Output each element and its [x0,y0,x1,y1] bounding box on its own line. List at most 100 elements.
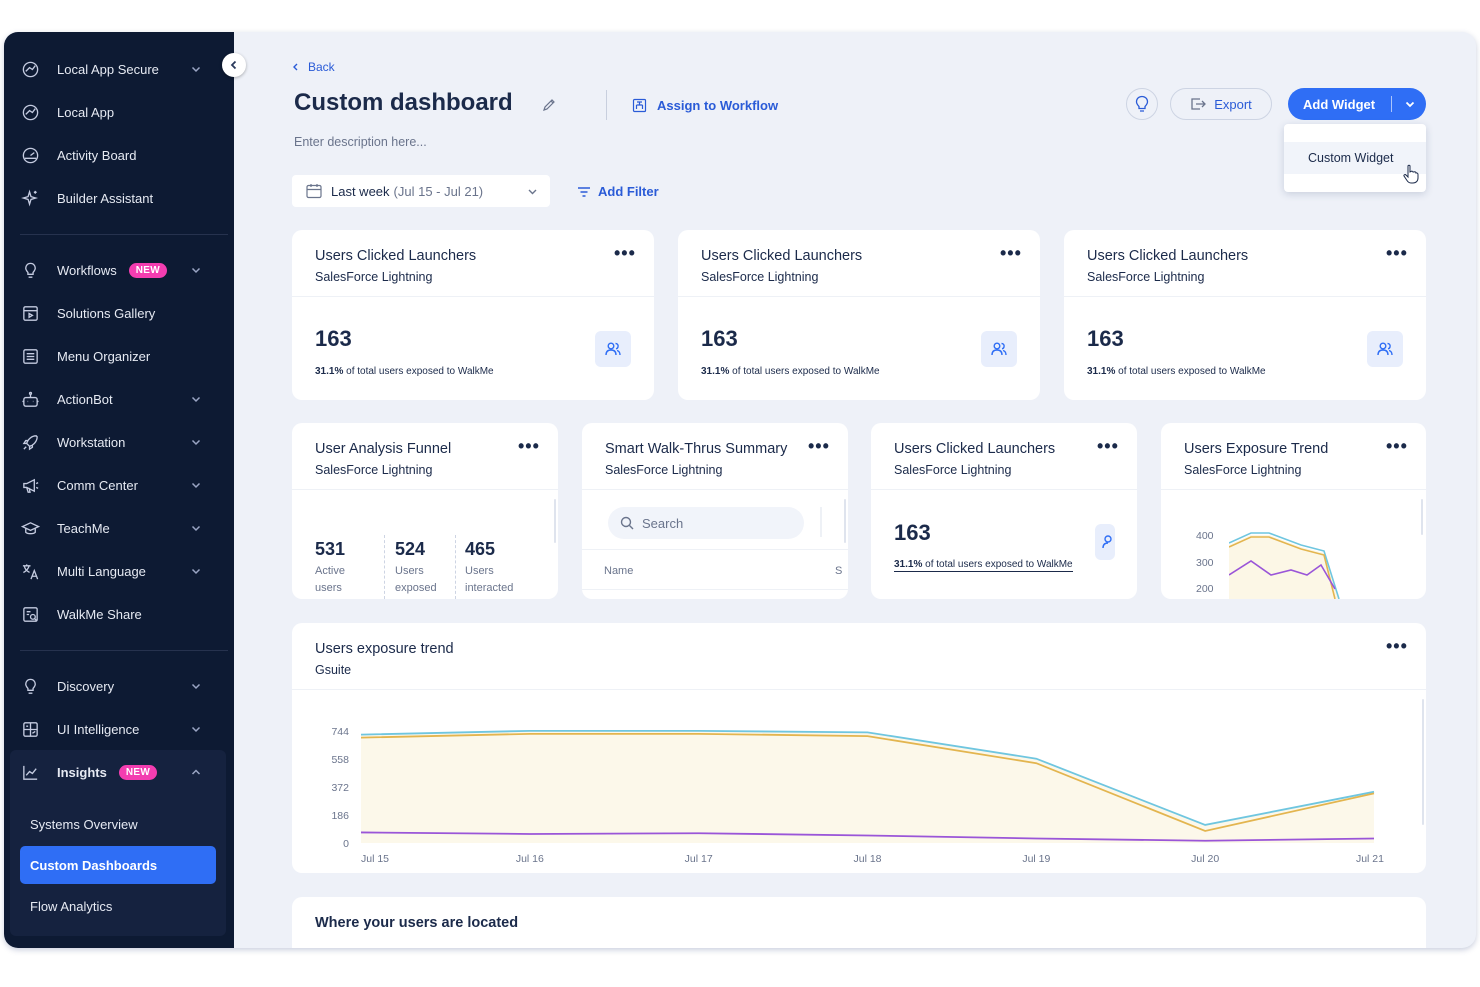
add-widget-label: Add Widget [1303,96,1376,112]
more-options-icon[interactable]: ••• [1097,436,1119,456]
sidebar-item-walkme-share[interactable]: WalkMe Share [4,595,234,633]
scrollbar[interactable] [1421,499,1423,535]
sidebar-item-label: Activity Board [57,147,137,163]
date-range-select[interactable]: Last week (Jul 15 - Jul 21) [292,175,550,207]
funnel-label: Users interacted [465,565,514,594]
sidebar-item-label: Comm Center [57,477,138,493]
scrollbar[interactable] [1422,699,1424,825]
card-subtitle: SalesForce Lightning [1184,463,1302,477]
sidebar-item-actionbot[interactable]: ActionBot [4,380,234,418]
y-tick-label: 0 [343,838,349,850]
sidebar-item-local-app-secure[interactable]: Local App Secure [4,50,234,88]
sidebar-item-label: Builder Assistant [57,190,154,206]
sidebar-item-label: Discovery [57,678,115,694]
more-options-icon[interactable]: ••• [1386,436,1408,456]
sidebar-item-teachme[interactable]: TeachMe [4,509,234,547]
x-tick-label: Jul 17 [685,853,713,865]
collapse-sidebar-button[interactable] [222,53,246,77]
mini-series-line [1229,532,1340,599]
more-options-icon[interactable]: ••• [614,243,636,263]
scrollbar[interactable] [554,499,556,543]
users-icon [595,331,631,367]
add-widget-button[interactable]: Add Widget [1288,88,1426,120]
more-options-icon[interactable]: ••• [808,436,830,456]
sidebar-item-workflows[interactable]: Workflows NEW [4,251,234,289]
new-badge: NEW [118,764,158,780]
sidebar-item-label: Menu Organizer [57,348,151,364]
sidebar-item-menu-organizer[interactable]: Menu Organizer [4,337,234,375]
series-line [360,831,1375,842]
card-title: Users Clicked Launchers [1087,248,1249,264]
sidebar-item-builder-assistant[interactable]: Builder Assistant [4,179,234,217]
more-options-icon[interactable]: ••• [1386,243,1408,263]
sidebar-item-solutions-gallery[interactable]: Solutions Gallery [4,294,234,332]
sparkle-icon [20,188,40,208]
metric-value: 163 [701,326,738,351]
chevron-down-icon[interactable] [190,522,202,534]
metric-note: 31.1% of total users exposed to WalkMe [894,559,1073,572]
chevron-down-icon[interactable] [190,63,202,75]
sidebar-item-discovery[interactable]: Discovery [4,667,234,705]
sidebar-item-comm-center[interactable]: Comm Center [4,466,234,504]
scrollbar[interactable] [844,499,846,543]
sidebar-item-activity-board[interactable]: Activity Board [4,136,234,174]
funnel-value: 524 [395,539,426,559]
assign-to-workflow-button[interactable]: Assign to Workflow [632,98,778,113]
sidebar-item-insights[interactable]: Insights NEW [4,753,234,791]
filter-icon [578,186,590,197]
more-options-icon[interactable]: ••• [518,436,540,456]
mini-trend-chart [1229,532,1340,599]
chevron-down-icon[interactable] [190,393,202,405]
edit-pencil-icon[interactable] [542,98,556,112]
add-filter-label: Add Filter [598,184,659,199]
sidebar-divider [20,650,228,651]
bot-icon [20,389,40,409]
add-widget-dropdown: Custom Widget [1284,124,1426,192]
chevron-down-icon[interactable] [190,264,202,276]
card-title: Users Clicked Launchers [701,248,863,264]
ui-grid-icon [20,719,40,739]
search-input[interactable]: Search [608,507,804,539]
more-options-icon[interactable]: ••• [1386,636,1408,656]
users-icon [1095,524,1115,560]
funnel-value: 531 [315,539,346,559]
sidebar-item-ui-intelligence[interactable]: UI Intelligence [4,710,234,748]
translate-icon [20,561,40,581]
chevron-down-icon[interactable] [190,565,202,577]
submenu-item-custom-dashboards[interactable]: Custom Dashboards [20,846,216,884]
card-title: User Analysis Funnel [315,441,452,457]
back-link[interactable]: Back [292,60,335,74]
more-options-icon[interactable]: ••• [1000,243,1022,263]
tips-button[interactable] [1126,88,1158,120]
new-badge: NEW [128,262,167,278]
users-clicked-launchers-card: Users Clicked Launchers SalesForce Lightn… [292,230,654,400]
smart-walkthrus-summary-card: Smart Walk-Thrus Summary SalesForce Ligh… [582,423,848,599]
submenu-item-systems-overview[interactable]: Systems Overview [30,816,138,832]
share-icon [20,604,40,624]
sidebar-divider [20,234,228,235]
chevron-down-icon[interactable] [190,680,202,692]
card-subtitle: SalesForce Lightning [315,463,433,477]
chevron-down-icon[interactable] [190,723,202,735]
chevron-down-icon[interactable] [190,436,202,448]
trend-chart: 0 186 372 558 744 Jul 15 Jul 16 Jul 17 Jul 18 Jul… [331,726,1384,865]
sidebar-item-local-app[interactable]: Local App [4,93,234,131]
description-input[interactable]: Enter description here... [294,135,427,149]
card-subtitle: SalesForce Lightning [701,270,819,284]
users-exposure-trend-chart-card: Users exposure trend Gsuite ••• 0 186 372 5… [292,623,1426,873]
custom-widget-option[interactable]: Custom Widget [1284,142,1426,174]
sidebar-item-workstation[interactable]: Workstation [4,423,234,461]
add-filter-button[interactable]: Add Filter [577,184,659,199]
export-button[interactable]: Export [1170,88,1272,120]
y-tick-label: 400 [1196,530,1214,542]
chevron-down-icon[interactable] [1404,98,1416,110]
chevron-left-icon [230,60,237,70]
chevron-down-icon[interactable] [190,479,202,491]
sidebar-item-multi-language[interactable]: Multi Language [4,552,234,590]
chevron-up-icon[interactable] [190,766,202,778]
series-line [360,729,1375,826]
users-clicked-launchers-card: Users Clicked Launchers SalesForce Light… [871,423,1137,599]
gallery-icon [20,303,40,323]
metric-note: 31.1% of total users exposed to WalkMe [1087,366,1266,377]
submenu-item-flow-analytics[interactable]: Flow Analytics [30,898,113,914]
